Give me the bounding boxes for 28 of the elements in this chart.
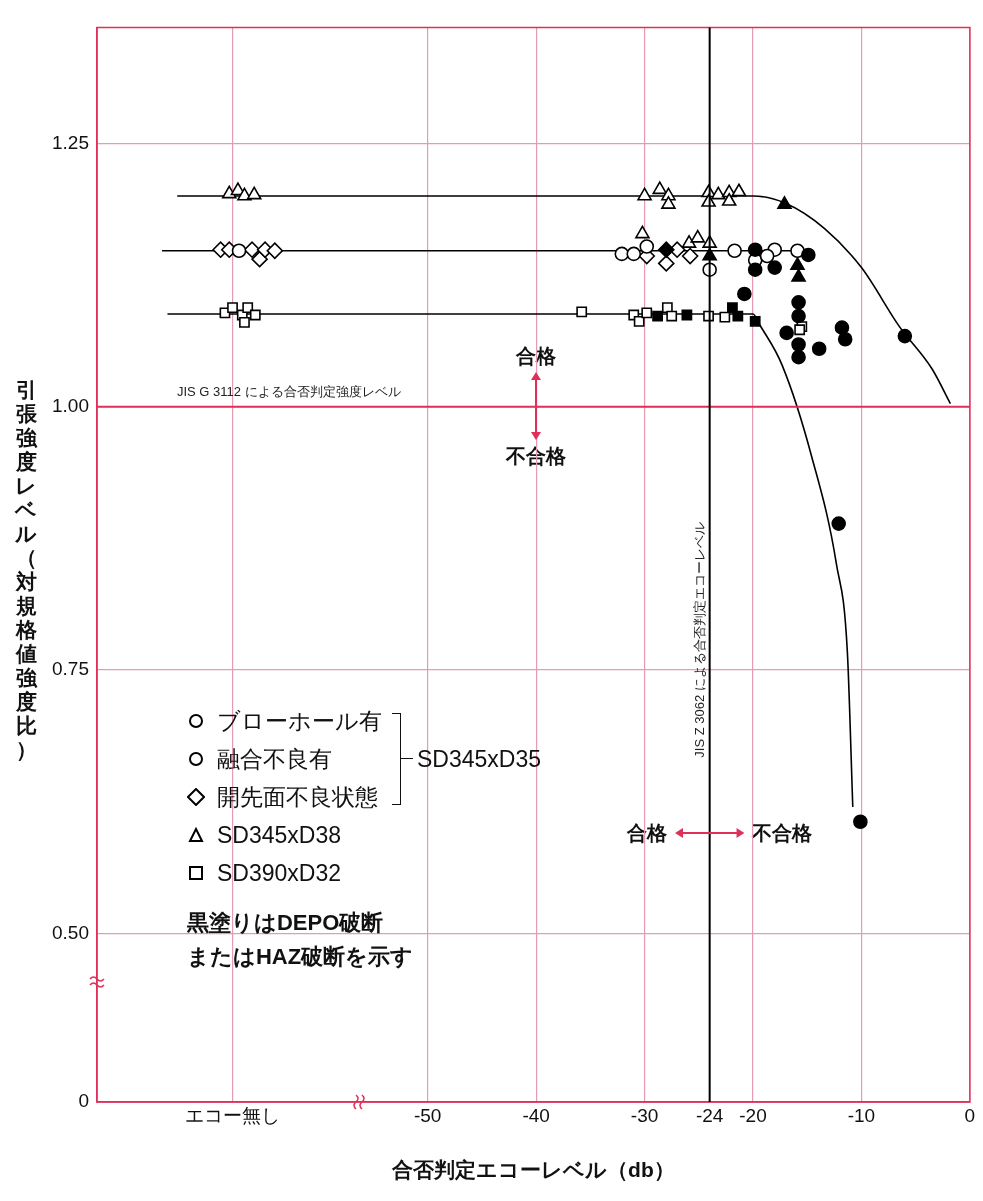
x-tick-label: -10	[847, 1104, 876, 1126]
legend-label: SD345xD38	[216, 820, 341, 850]
x-tick-label: -20	[739, 1104, 767, 1126]
annotation: 合格	[515, 344, 558, 370]
x-tick-label: -24	[695, 1104, 724, 1126]
y-tick-label: 1.00	[52, 394, 89, 416]
x-tick-label: -40	[522, 1104, 550, 1126]
legend-label: 融合不良有	[216, 744, 332, 774]
x-tick-label: -30	[630, 1104, 659, 1126]
legend-label: SD390xD32	[216, 858, 341, 888]
ref-line-label: JIS Z 3062 による合否判定エコーレベル	[692, 522, 708, 758]
text: 引張強度レベル（対規格値強度比）	[15, 378, 37, 761]
x-tick-label: -50	[413, 1104, 442, 1126]
annotation: 黒塗りはDEPO破断	[186, 908, 385, 937]
x-tick-label: 0	[964, 1104, 976, 1126]
annotation: 合格	[625, 821, 668, 847]
legend-label: 開先面不良状態	[216, 782, 378, 812]
legend-title: SD345xD35	[416, 744, 541, 774]
x-tick-label: エコー無し	[185, 1104, 281, 1126]
y-tick-label: 0.50	[52, 921, 89, 943]
y-tick-label: 1.25	[52, 131, 89, 153]
y-tick-label: 0	[78, 1090, 89, 1112]
x-axis-title: 合否判定エコーレベル（db）	[391, 1158, 675, 1182]
y-tick-label: 0.75	[52, 658, 89, 680]
legend-label: ブローホール有	[216, 706, 382, 736]
annotation: またはHAZ破断を示す	[186, 942, 414, 971]
ref-line-label: JIS G 3112 による合否判定強度レベル	[176, 383, 401, 399]
annotation: 不合格	[750, 821, 814, 847]
